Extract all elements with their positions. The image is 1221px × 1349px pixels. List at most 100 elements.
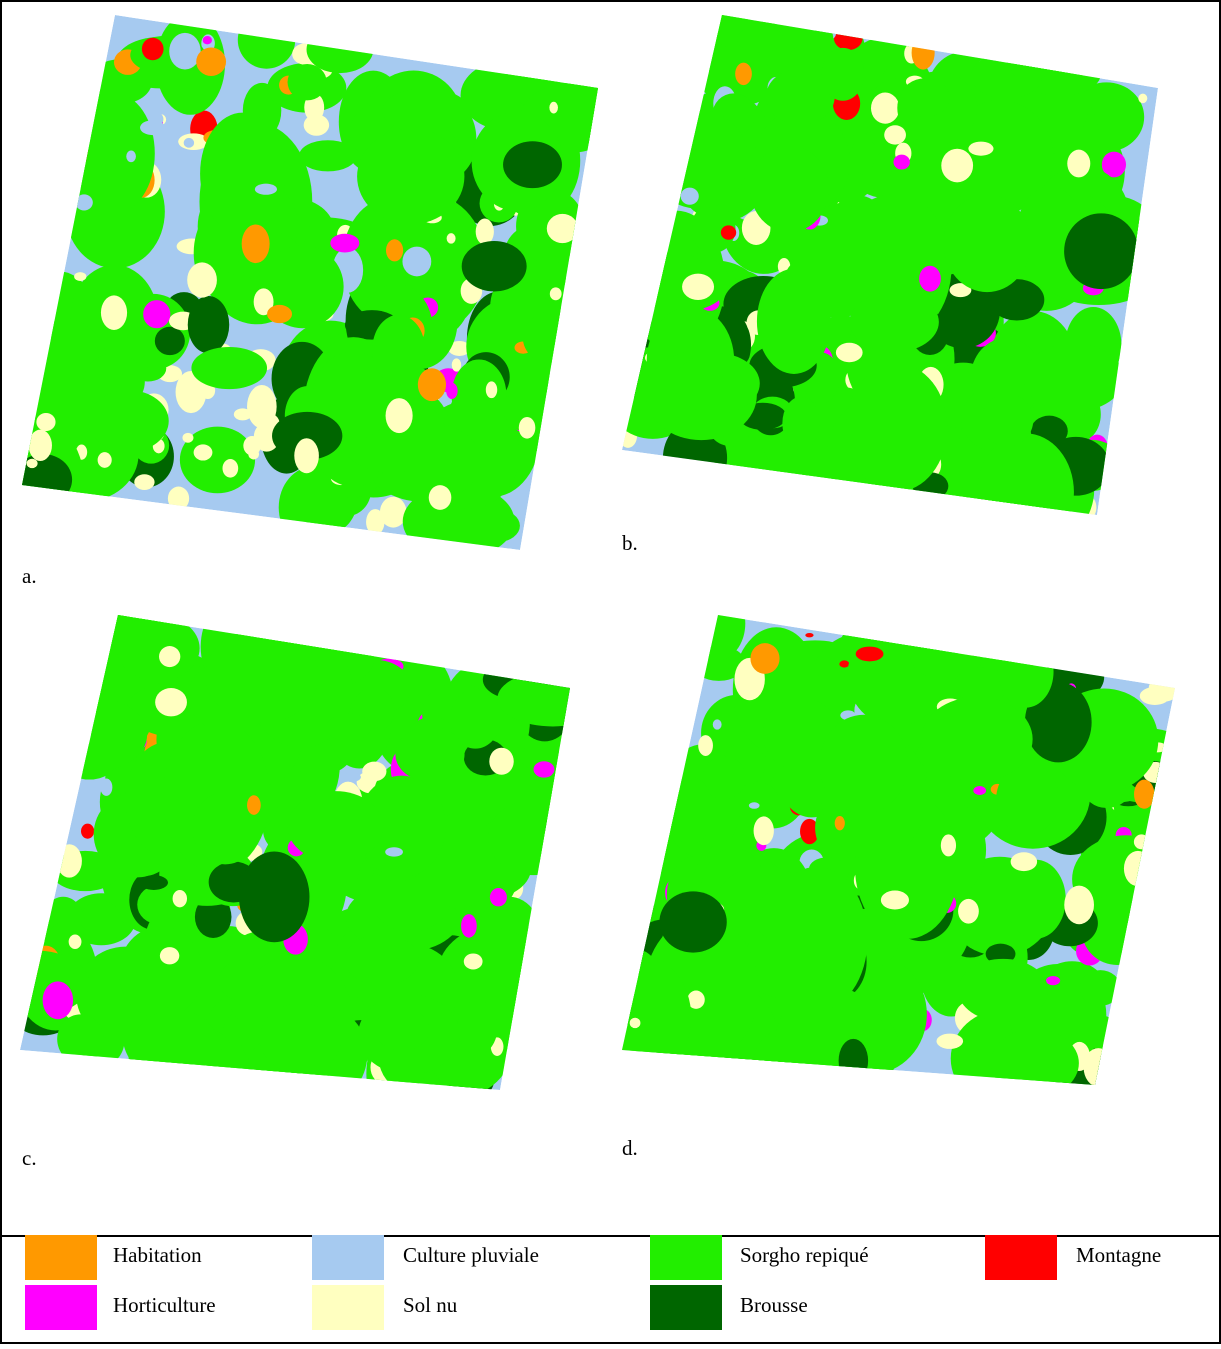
map-patch xyxy=(667,776,714,845)
map-patch xyxy=(342,772,361,782)
map-patch xyxy=(901,78,950,117)
map-patch xyxy=(382,88,470,134)
map-patch xyxy=(294,438,319,474)
map-patch xyxy=(344,934,419,986)
map-patch xyxy=(968,141,994,156)
map-patch xyxy=(49,920,87,952)
map-patch xyxy=(1101,151,1127,178)
map-patch xyxy=(846,363,948,492)
map-patch xyxy=(299,140,357,172)
map-patch xyxy=(330,233,360,253)
map-patch xyxy=(687,990,705,1009)
map-patch xyxy=(1005,859,1066,939)
map-patch xyxy=(698,735,713,756)
map-patch xyxy=(126,150,136,163)
map-patch xyxy=(88,390,169,452)
map-patch xyxy=(36,412,56,432)
legend-swatch xyxy=(25,1235,97,1280)
legend-label: Sorgho repiqué xyxy=(740,1243,869,1267)
legend-swatch xyxy=(985,1235,1057,1280)
map-patch xyxy=(241,224,270,264)
map-patch xyxy=(155,688,187,717)
map-patch xyxy=(753,816,774,846)
legend-label: Montagne xyxy=(1076,1243,1161,1267)
map-patch xyxy=(253,288,274,316)
map-patch xyxy=(118,926,203,1019)
map-patch xyxy=(945,100,1054,215)
map xyxy=(622,15,1158,515)
map-patch xyxy=(940,834,957,857)
map-patch xyxy=(798,204,878,319)
map-patch xyxy=(489,888,507,907)
map-patch xyxy=(248,448,260,460)
map-patch xyxy=(254,183,278,195)
map-patch xyxy=(446,233,456,244)
map-patch xyxy=(1024,681,1092,763)
map-patch xyxy=(1067,149,1091,178)
map-patch xyxy=(457,1000,498,1055)
map-patch xyxy=(737,25,784,53)
map-patch xyxy=(169,32,201,70)
map-patch xyxy=(835,342,863,363)
map-patch xyxy=(884,125,906,145)
map-patch xyxy=(428,485,452,510)
map-patch xyxy=(463,953,483,970)
map-patch xyxy=(880,890,909,910)
map-patch xyxy=(1010,852,1038,872)
map-patch xyxy=(533,761,555,778)
map-patch xyxy=(187,262,217,298)
map-patch xyxy=(222,459,239,478)
map-patch xyxy=(194,895,232,939)
map-patch xyxy=(943,194,1031,293)
map-patch xyxy=(782,396,820,451)
map-patch xyxy=(1064,885,1094,925)
map-patch xyxy=(921,696,1033,782)
map-patch xyxy=(385,239,404,262)
map-patch xyxy=(893,154,910,170)
panel-label: b. xyxy=(622,531,638,555)
map-patch xyxy=(395,726,465,782)
legend-swatch xyxy=(312,1235,384,1280)
map-patch xyxy=(191,347,268,390)
map-patch xyxy=(357,775,446,878)
map-patch xyxy=(762,698,840,771)
map-patch xyxy=(720,225,737,240)
map-patch xyxy=(970,338,1043,418)
map-patch xyxy=(546,213,579,244)
map-patch xyxy=(175,370,207,414)
map-patch xyxy=(141,37,164,61)
map-patch xyxy=(100,778,113,796)
map-patch xyxy=(154,326,185,356)
map-patch xyxy=(102,459,111,466)
map-patch xyxy=(475,218,494,245)
legend-swatch xyxy=(650,1235,722,1280)
panel-label: c. xyxy=(22,1146,37,1170)
map-patch xyxy=(446,382,458,399)
map-patch xyxy=(1064,213,1139,290)
map-patch xyxy=(139,875,169,890)
map xyxy=(22,15,598,550)
map-patch xyxy=(167,486,190,511)
map-patch xyxy=(1079,970,1121,1006)
map-patch xyxy=(75,194,93,211)
map-patch xyxy=(253,422,280,452)
legend-label: Sol nu xyxy=(403,1293,458,1317)
map-patch xyxy=(958,958,1049,1022)
map-patch xyxy=(819,714,909,814)
map-patch xyxy=(800,818,819,845)
map-patch xyxy=(996,763,1060,835)
panel-label: d. xyxy=(622,1136,638,1160)
map-patch xyxy=(919,265,941,292)
map-patch xyxy=(183,137,195,148)
map-patch xyxy=(79,900,122,945)
map-patch xyxy=(497,670,570,727)
map-patch xyxy=(622,953,692,1082)
map-patch xyxy=(192,792,259,865)
map-patch xyxy=(690,204,736,253)
map-patch xyxy=(193,444,213,461)
map-patch xyxy=(461,914,477,938)
map-patch xyxy=(312,351,394,440)
map-patch xyxy=(489,747,514,775)
map-patch xyxy=(1045,975,1061,986)
